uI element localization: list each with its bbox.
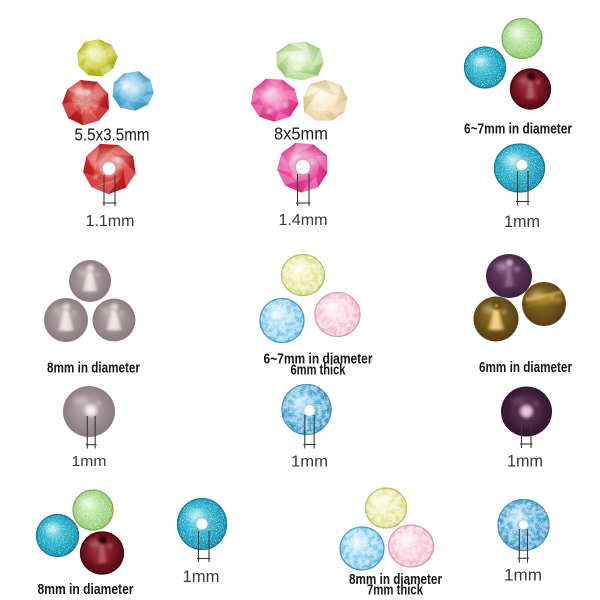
svg-text:8mm in diameter: 8mm in diameter [47, 361, 140, 377]
svg-text:1mm: 1mm [507, 453, 543, 471]
svg-text:6~7mm in diameter: 6~7mm in diameter [264, 352, 373, 368]
svg-text:6~7mm in diameter: 6~7mm in diameter [464, 121, 572, 138]
svg-text:6mm thick: 6mm thick [291, 363, 347, 379]
svg-text:1.4mm: 1.4mm [279, 212, 328, 229]
svg-text:1mm: 1mm [183, 568, 220, 586]
svg-text:8x5mm: 8x5mm [274, 124, 328, 144]
svg-text:1mm: 1mm [504, 567, 542, 585]
svg-text:6mm in diameter: 6mm in diameter [479, 359, 572, 376]
svg-text:8mm in diameter: 8mm in diameter [349, 571, 442, 588]
svg-text:1mm: 1mm [291, 454, 328, 471]
svg-text:1mm: 1mm [504, 213, 540, 231]
svg-text:7mm thick: 7mm thick [367, 582, 423, 599]
svg-text:8mm in diameter: 8mm in diameter [38, 581, 134, 598]
svg-text:1.1mm: 1.1mm [86, 213, 135, 230]
svg-text:1mm: 1mm [72, 454, 107, 470]
svg-text:5.5x3.5mm: 5.5x3.5mm [75, 125, 150, 145]
